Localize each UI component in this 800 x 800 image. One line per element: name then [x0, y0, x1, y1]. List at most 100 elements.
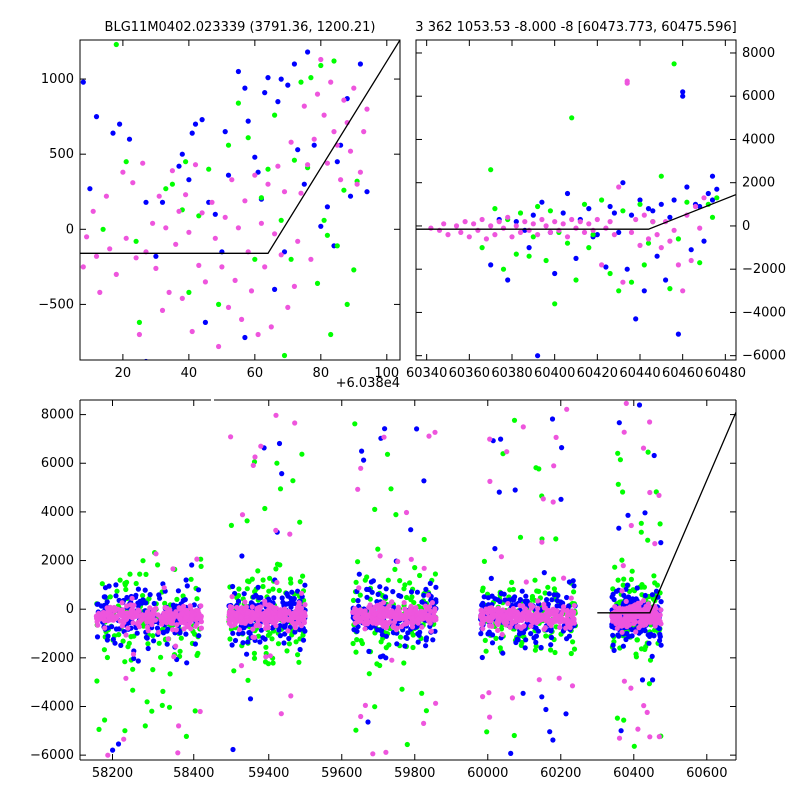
top-right-points: [416, 61, 736, 359]
data-point: [684, 199, 690, 205]
data-point: [483, 236, 489, 242]
data-point: [99, 581, 105, 587]
top-left-points: [80, 40, 400, 360]
data-point: [543, 257, 549, 264]
data-point: [571, 589, 577, 595]
data-point: [401, 600, 407, 606]
data-point: [590, 232, 596, 238]
data-point: [244, 586, 250, 592]
data-point: [614, 625, 620, 631]
data-point: [376, 619, 382, 626]
data-point: [479, 621, 486, 627]
data-point: [522, 219, 528, 225]
data-point: [644, 709, 650, 716]
data-point: [174, 622, 180, 628]
x-tick-label: 80: [313, 366, 330, 381]
data-point: [413, 606, 419, 612]
data-point: [145, 628, 151, 634]
data-point: [235, 100, 241, 106]
data-point: [123, 675, 129, 681]
data-point: [245, 135, 251, 141]
data-point: [383, 633, 389, 639]
data-point: [321, 217, 327, 223]
data-point: [523, 637, 529, 643]
data-point: [149, 708, 155, 714]
data-point: [526, 609, 532, 615]
data-point: [566, 633, 573, 639]
data-point: [195, 607, 201, 614]
x-tick-label: 58400: [173, 766, 214, 781]
data-point: [281, 249, 288, 255]
data-point: [511, 732, 517, 739]
data-point: [657, 637, 663, 644]
data-point: [364, 106, 370, 112]
data-point: [202, 279, 208, 285]
y-tick-label: −6000: [742, 349, 786, 364]
data-point: [510, 606, 516, 612]
data-point: [121, 736, 127, 742]
data-point: [244, 610, 251, 616]
data-point: [475, 227, 481, 233]
data-point: [611, 647, 617, 654]
data-point: [505, 615, 511, 621]
data-point: [129, 595, 135, 601]
data-point: [654, 232, 660, 238]
data-point: [103, 193, 109, 199]
data-point: [334, 159, 340, 165]
data-point: [533, 639, 539, 646]
data-point: [295, 603, 302, 609]
data-point: [544, 610, 550, 616]
data-point: [175, 750, 181, 756]
data-point: [240, 640, 246, 646]
data-point: [385, 620, 391, 627]
y-tick-label: 0: [66, 602, 74, 617]
data-point: [558, 615, 564, 622]
data-point: [493, 635, 499, 642]
data-point: [230, 630, 236, 636]
data-point: [277, 611, 283, 618]
data-point: [609, 613, 615, 619]
data-point: [402, 643, 408, 649]
data-point: [297, 627, 303, 633]
data-point: [153, 551, 159, 557]
data-point: [97, 289, 103, 295]
data-point: [354, 181, 360, 187]
data-point: [198, 625, 204, 631]
data-point: [353, 727, 359, 733]
data-point: [563, 711, 569, 717]
data-point: [500, 225, 507, 231]
data-point: [586, 221, 592, 227]
data-point: [358, 465, 364, 471]
data-point: [131, 602, 137, 608]
data-point: [372, 704, 378, 710]
data-point: [355, 559, 361, 565]
data-point: [564, 406, 570, 412]
data-point: [552, 649, 558, 656]
data-point: [176, 163, 182, 169]
data-point: [545, 584, 551, 590]
data-point: [130, 666, 136, 672]
top-left-frame: [79, 39, 401, 361]
data-point: [123, 159, 129, 165]
data-point: [647, 734, 653, 740]
data-point: [488, 262, 494, 268]
data-point: [252, 154, 258, 160]
data-point: [657, 634, 663, 640]
data-point: [244, 518, 250, 524]
data-point: [511, 417, 518, 423]
data-point: [270, 660, 276, 666]
data-point: [254, 612, 260, 618]
data-point: [543, 706, 549, 713]
data-point: [637, 197, 643, 203]
data-point: [163, 225, 169, 231]
data-point: [133, 255, 139, 261]
data-point: [198, 603, 204, 609]
data-point: [124, 594, 130, 601]
data-point: [479, 654, 485, 661]
data-point: [641, 262, 647, 268]
data-point: [366, 671, 372, 677]
data-point: [365, 719, 371, 725]
data-point: [293, 610, 299, 616]
data-point: [255, 169, 261, 175]
data-point: [629, 568, 635, 574]
